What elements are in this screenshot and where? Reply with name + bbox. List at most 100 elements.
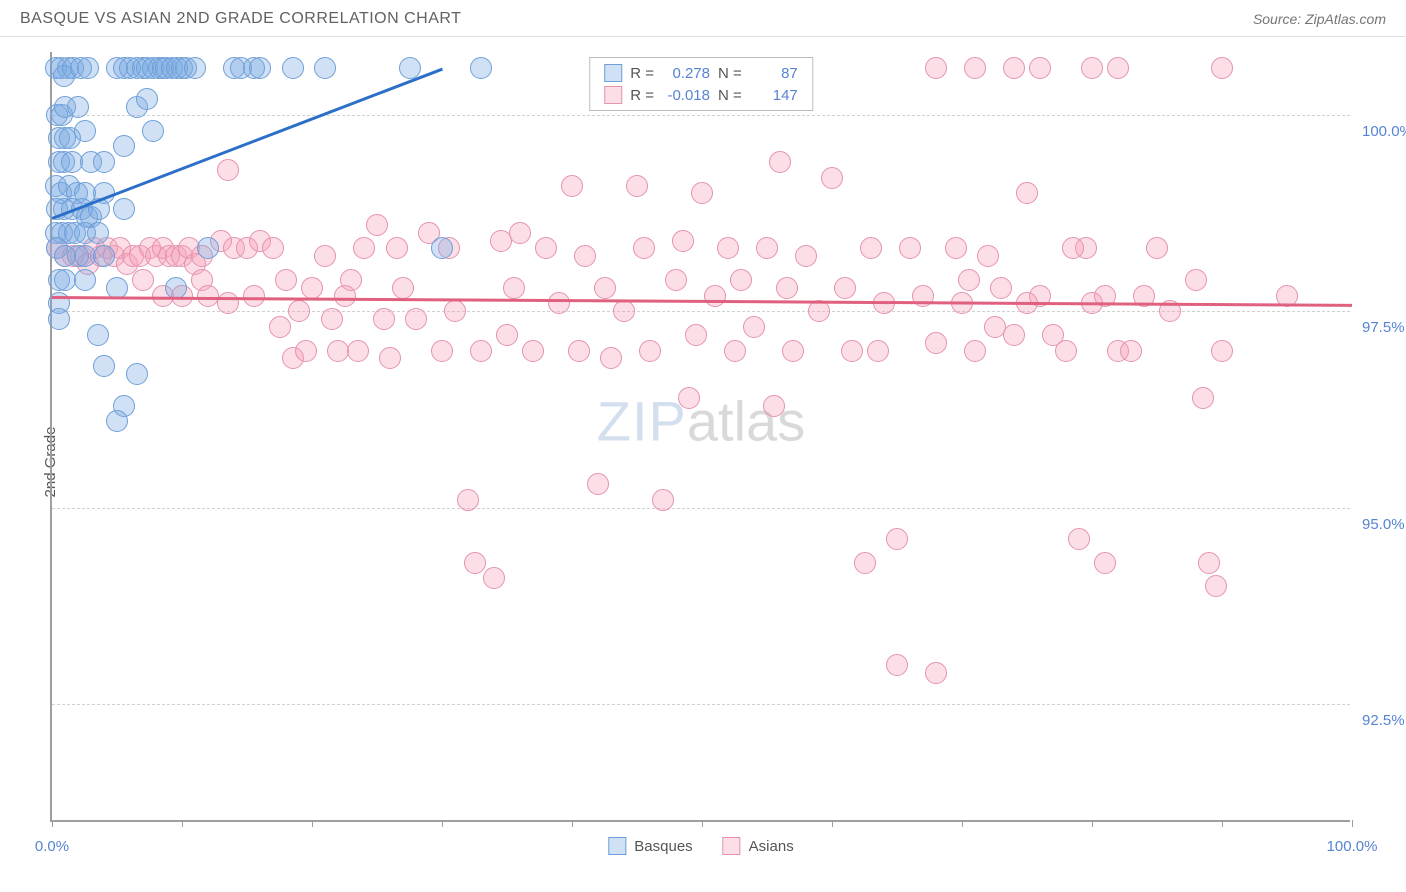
- legend-n-label: N =: [718, 87, 742, 104]
- data-point-asians: [1107, 57, 1129, 79]
- data-point-asians: [1003, 57, 1025, 79]
- y-tick-label: 92.5%: [1362, 712, 1405, 729]
- data-point-asians: [1003, 324, 1025, 346]
- data-point-asians: [925, 662, 947, 684]
- data-point-asians: [574, 245, 596, 267]
- data-point-asians: [587, 473, 609, 495]
- data-point-asians: [1211, 57, 1233, 79]
- data-point-asians: [1198, 552, 1220, 574]
- data-point-asians: [1205, 575, 1227, 597]
- data-point-asians: [958, 269, 980, 291]
- data-point-asians: [665, 269, 687, 291]
- legend-item-basques: Basques: [608, 837, 692, 855]
- x-tick: [702, 820, 703, 827]
- x-tick-label: 0.0%: [35, 838, 69, 855]
- data-point-asians: [340, 269, 362, 291]
- data-point-asians: [1146, 237, 1168, 259]
- chart-header: BASQUE VS ASIAN 2ND GRADE CORRELATION CH…: [0, 0, 1406, 37]
- data-point-asians: [1120, 340, 1142, 362]
- data-point-asians: [854, 552, 876, 574]
- data-point-asians: [685, 324, 707, 346]
- data-point-basques: [314, 57, 336, 79]
- data-point-asians: [444, 300, 466, 322]
- swatch-basques-icon: [604, 64, 622, 82]
- chart-source: Source: ZipAtlas.com: [1253, 11, 1386, 27]
- data-point-basques: [249, 57, 271, 79]
- data-point-asians: [535, 237, 557, 259]
- y-tick-label: 100.0%: [1362, 123, 1406, 140]
- x-tick: [832, 820, 833, 827]
- data-point-basques: [165, 277, 187, 299]
- data-point-asians: [295, 340, 317, 362]
- data-point-asians: [886, 528, 908, 550]
- legend-basques-n: 87: [750, 65, 798, 82]
- data-point-asians: [386, 237, 408, 259]
- data-point-asians: [314, 245, 336, 267]
- data-point-asians: [288, 300, 310, 322]
- data-point-asians: [925, 57, 947, 79]
- gridline: [52, 704, 1350, 705]
- data-point-basques: [87, 222, 109, 244]
- data-point-asians: [808, 300, 830, 322]
- data-point-asians: [730, 269, 752, 291]
- data-point-asians: [769, 151, 791, 173]
- y-tick-label: 95.0%: [1362, 516, 1405, 533]
- data-point-asians: [431, 340, 453, 362]
- plot-area: ZIPatlas R = 0.278 N = 87 R = -0.018 N =…: [50, 52, 1350, 822]
- data-point-asians: [704, 285, 726, 307]
- x-tick: [312, 820, 313, 827]
- watermark-zip: ZIP: [597, 389, 687, 452]
- gridline: [52, 508, 1350, 509]
- data-point-asians: [373, 308, 395, 330]
- legend-r-label: R =: [630, 87, 654, 104]
- data-point-asians: [756, 237, 778, 259]
- data-point-asians: [470, 340, 492, 362]
- data-point-asians: [984, 316, 1006, 338]
- data-point-asians: [860, 237, 882, 259]
- data-point-asians: [795, 245, 817, 267]
- x-tick: [962, 820, 963, 827]
- trendline-basques: [52, 68, 443, 220]
- data-point-asians: [561, 175, 583, 197]
- data-point-basques: [93, 245, 115, 267]
- data-point-asians: [483, 567, 505, 589]
- correlation-legend: R = 0.278 N = 87 R = -0.018 N = 147: [589, 57, 813, 111]
- data-point-asians: [626, 175, 648, 197]
- data-point-basques: [126, 363, 148, 385]
- data-point-asians: [353, 237, 375, 259]
- swatch-asians-icon: [723, 837, 741, 855]
- data-point-asians: [652, 489, 674, 511]
- data-point-basques: [184, 57, 206, 79]
- data-point-basques: [142, 120, 164, 142]
- x-tick: [1092, 820, 1093, 827]
- swatch-basques-icon: [608, 837, 626, 855]
- data-point-asians: [678, 387, 700, 409]
- y-tick-label: 97.5%: [1362, 319, 1405, 336]
- watermark-atlas: atlas: [687, 389, 805, 452]
- legend-row-asians: R = -0.018 N = 147: [604, 84, 798, 106]
- data-point-basques: [113, 135, 135, 157]
- data-point-asians: [457, 489, 479, 511]
- data-point-asians: [776, 277, 798, 299]
- data-point-asians: [964, 57, 986, 79]
- data-point-asians: [613, 300, 635, 322]
- data-point-asians: [347, 340, 369, 362]
- data-point-basques: [48, 308, 70, 330]
- data-point-asians: [945, 237, 967, 259]
- data-point-asians: [269, 316, 291, 338]
- data-point-asians: [886, 654, 908, 676]
- x-tick-label: 100.0%: [1327, 838, 1378, 855]
- data-point-asians: [464, 552, 486, 574]
- data-point-basques: [282, 57, 304, 79]
- data-point-asians: [392, 277, 414, 299]
- chart-container: 2nd Grade ZIPatlas R = 0.278 N = 87 R = …: [0, 37, 1406, 887]
- data-point-asians: [925, 332, 947, 354]
- data-point-asians: [1042, 324, 1064, 346]
- data-point-asians: [522, 340, 544, 362]
- data-point-asians: [1211, 340, 1233, 362]
- x-tick: [52, 820, 53, 827]
- data-point-basques: [470, 57, 492, 79]
- data-point-asians: [633, 237, 655, 259]
- data-point-basques: [77, 57, 99, 79]
- x-tick: [182, 820, 183, 827]
